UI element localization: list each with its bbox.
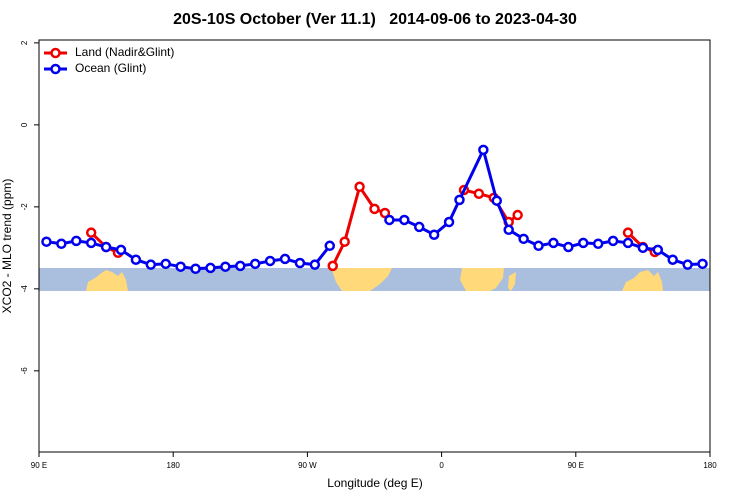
point xyxy=(478,144,489,156)
point xyxy=(413,221,425,233)
point xyxy=(592,238,604,249)
point xyxy=(235,260,246,272)
land-shape xyxy=(622,270,663,291)
point xyxy=(324,240,336,252)
point xyxy=(100,241,112,253)
point xyxy=(85,237,97,249)
point xyxy=(160,258,171,270)
legend-label: Ocean (Glint) xyxy=(75,61,146,75)
land-shape xyxy=(331,268,392,291)
point xyxy=(130,254,142,265)
point xyxy=(379,207,391,219)
point xyxy=(682,259,693,270)
point xyxy=(175,261,186,272)
plot-frame xyxy=(38,39,711,453)
point xyxy=(309,259,321,270)
point xyxy=(652,244,664,256)
x-tick-label: 180 xyxy=(167,461,181,470)
point xyxy=(443,216,455,228)
point xyxy=(85,227,97,238)
point xyxy=(622,227,634,238)
point xyxy=(491,195,503,206)
x-tick-label: 180 xyxy=(703,461,717,470)
point xyxy=(473,188,485,199)
point xyxy=(533,240,544,252)
point xyxy=(41,236,52,247)
point xyxy=(145,259,157,270)
point xyxy=(697,258,708,270)
chart-title: 20S-10S October (Ver 11.1) 2014-09-06 to… xyxy=(173,11,577,28)
point xyxy=(454,194,465,206)
point xyxy=(339,236,350,247)
point xyxy=(264,255,276,267)
legend-swatch xyxy=(50,47,61,59)
point xyxy=(327,260,338,272)
point xyxy=(667,254,678,265)
point xyxy=(563,241,574,253)
land-shape xyxy=(460,268,504,291)
point xyxy=(205,262,216,274)
point xyxy=(294,257,306,269)
point xyxy=(279,253,291,265)
y-tick-label: -2 xyxy=(20,203,29,211)
x-tick-label: 90 E xyxy=(568,461,584,470)
point xyxy=(249,258,261,270)
point xyxy=(220,261,231,272)
x-tick-label: 90 W xyxy=(298,461,317,470)
y-axis-label: XCO2 - MLO trend (ppm) xyxy=(0,179,14,314)
point xyxy=(115,244,127,256)
map-strip xyxy=(39,268,710,291)
point xyxy=(71,235,82,247)
point xyxy=(607,235,619,247)
series-line xyxy=(90,183,656,267)
land-shape xyxy=(86,270,128,291)
point xyxy=(512,209,523,221)
point xyxy=(548,237,559,249)
legend-swatch xyxy=(50,63,61,75)
point xyxy=(369,203,380,215)
y-tick-label: -6 xyxy=(20,367,29,375)
point xyxy=(622,237,634,249)
y-tick-label: -4 xyxy=(20,285,29,293)
land-shape xyxy=(508,272,516,291)
x-tick-label: 0 xyxy=(439,461,444,470)
point xyxy=(428,229,440,240)
point xyxy=(399,214,410,226)
x-tick-label: 90 E xyxy=(31,461,47,470)
point xyxy=(637,242,649,254)
point xyxy=(354,181,365,193)
point xyxy=(518,233,529,245)
y-tick-label: 2 xyxy=(20,40,29,45)
point xyxy=(190,263,201,275)
point xyxy=(56,238,67,249)
point xyxy=(578,237,589,249)
point xyxy=(503,224,514,236)
x-axis-label: Longitude (deg E) xyxy=(327,476,422,490)
y-tick-label: 0 xyxy=(20,122,29,127)
point xyxy=(384,214,395,226)
legend-label: Land (Nadir&Glint) xyxy=(75,45,174,59)
